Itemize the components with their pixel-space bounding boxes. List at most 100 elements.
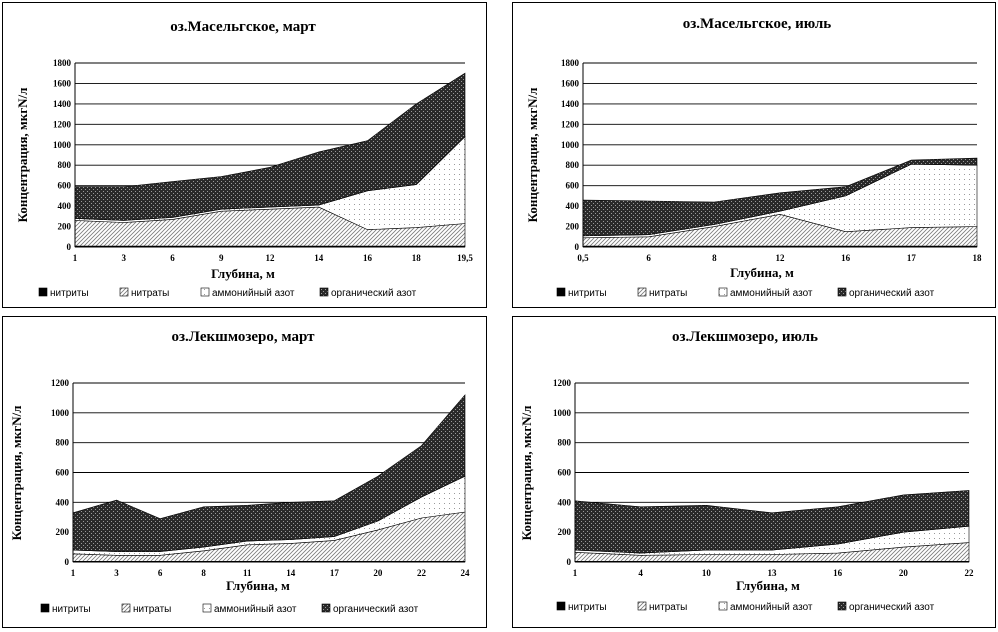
x-tick-label: 20 [899,568,909,578]
chart-svg: 0 200 400 600 800 1000 1200 1400 1600 1800 1 3 6 9 12 1… [15,19,473,299]
x-tick-label: 1 [71,568,76,578]
chart-panel-maselgskoe-march: 0 200 400 600 800 1000 1200 1400 1600 1800 1 3 6 9 12 1… [2,2,487,308]
chart-title: оз.Масельгское, июль [683,16,832,32]
x-tick-label: 8 [712,253,717,263]
legend-swatch-nitrites [40,603,50,613]
legend-label-nitrates: нитраты [649,602,687,613]
x-tick-label: 10 [702,568,712,578]
x-tick-label: 16 [363,253,373,263]
x-tick-label: 17 [907,253,917,263]
y-tick-label: 1800 [53,58,72,68]
y-tick-label: 0 [575,242,580,252]
y-tick-label: 400 [56,497,70,507]
legend-swatch-nitrites [38,287,48,297]
y-axis-label: Концентрация, мкгN/л [9,406,24,541]
y-axis-label: Концентрация, мкгN/л [525,88,540,223]
x-tick-label: 9 [219,253,224,263]
x-tick-label: 11 [243,568,252,578]
legend-swatch-ammonium [718,601,728,611]
y-tick-label: 600 [558,468,572,478]
y-tick-label: 400 [566,201,580,211]
legend-label-nitrates: нитраты [131,288,169,299]
legend-swatch-nitrates [119,287,129,297]
y-tick-label: 200 [56,527,70,537]
legend-label-organic: органический азот [849,602,935,613]
area-series-organic [582,157,978,237]
legend-label-nitrites: нитриты [50,288,89,299]
x-tick-label: 3 [122,253,127,263]
area-series-organic [72,394,466,552]
chart-svg: 0 200 400 600 800 1000 1200 1 3 6 8 11 14 17 20 22 24 оз.… [9,329,470,615]
x-axis-label: Глубина, м [226,578,290,593]
legend-label-nitrates: нитраты [649,288,687,299]
y-tick-label: 600 [58,181,72,191]
x-tick-label: 4 [638,568,643,578]
x-tick-label: 1 [73,253,78,263]
legend-swatch-nitrites [556,287,566,297]
x-tick-label: 17 [330,568,340,578]
x-tick-label: 13 [768,568,778,578]
x-tick-label: 1 [573,568,578,578]
legend-label-organic: органический азот [331,288,417,299]
legend-swatch-ammonium [718,287,728,297]
x-tick-label: 16 [833,568,843,578]
legend-swatch-nitrites [556,601,566,611]
legend-swatch-organic [837,287,847,297]
legend-swatch-organic [319,287,329,297]
x-tick-label: 12 [776,253,786,263]
x-tick-label: 8 [201,568,206,578]
y-tick-label: 800 [566,160,580,170]
y-tick-label: 0 [567,557,572,567]
legend-swatch-organic [321,603,331,613]
chart-title: оз.Лекшмозеро, июль [672,329,818,345]
legend-swatch-ammonium [200,287,210,297]
x-tick-label: 22 [417,568,427,578]
legend-label-organic: органический азот [849,288,935,299]
legend-label-ammonium: аммонийный азот [214,604,297,615]
y-tick-label: 200 [566,222,580,232]
y-tick-label: 200 [558,527,572,537]
x-tick-label: 6 [158,568,163,578]
legend-swatch-nitrates [637,287,647,297]
x-tick-label: 3 [114,568,119,578]
y-tick-label: 1800 [561,58,580,68]
y-tick-label: 800 [558,438,572,448]
x-tick-label: 6 [170,253,175,263]
legend-label-ammonium: аммонийный азот [730,288,813,299]
x-tick-label: 14 [286,568,296,578]
legend-swatch-ammonium [202,603,212,613]
y-tick-label: 400 [558,497,572,507]
y-axis-label: Концентрация, мкгN/л [15,88,30,223]
y-tick-label: 800 [56,438,70,448]
legend-label-organic: органический азот [333,604,419,615]
x-tick-label: 18 [973,253,983,263]
legend-label-ammonium: аммонийный азот [212,288,295,299]
area-series-organic [74,72,466,221]
y-tick-label: 1200 [561,119,580,129]
legend-label-ammonium: аммонийный азот [730,602,813,613]
y-tick-label: 800 [58,160,72,170]
y-tick-label: 1200 [553,378,572,388]
y-tick-label: 600 [56,468,70,478]
legend-label-nitrites: нитриты [568,288,607,299]
x-tick-label: 16 [841,253,851,263]
legend-label-nitrates: нитраты [133,604,171,615]
legend-label-nitrites: нитриты [568,602,607,613]
y-tick-label: 600 [566,181,580,191]
chart-title: оз.Лекшмозеро, март [172,329,316,345]
y-tick-label: 1000 [53,140,72,150]
chart-title: оз.Масельгское, март [170,19,316,35]
y-tick-label: 1000 [51,408,70,418]
chart-panel-lekshmozero-july: 0 200 400 600 800 1000 1200 1 4 10 13 16 20 22 оз.Лекш… [512,316,996,628]
y-tick-label: 1200 [51,378,70,388]
x-tick-label: 19,5 [457,253,473,263]
y-axis-label: Концентрация, мкгN/л [519,406,534,541]
y-tick-label: 0 [67,242,72,252]
area-series-organic [574,490,970,554]
y-tick-label: 200 [58,222,72,232]
x-axis-label: Глубина, м [211,266,275,281]
y-tick-label: 1400 [561,99,580,109]
y-tick-label: 1200 [53,119,72,129]
x-tick-label: 20 [373,568,383,578]
x-tick-label: 6 [646,253,651,263]
